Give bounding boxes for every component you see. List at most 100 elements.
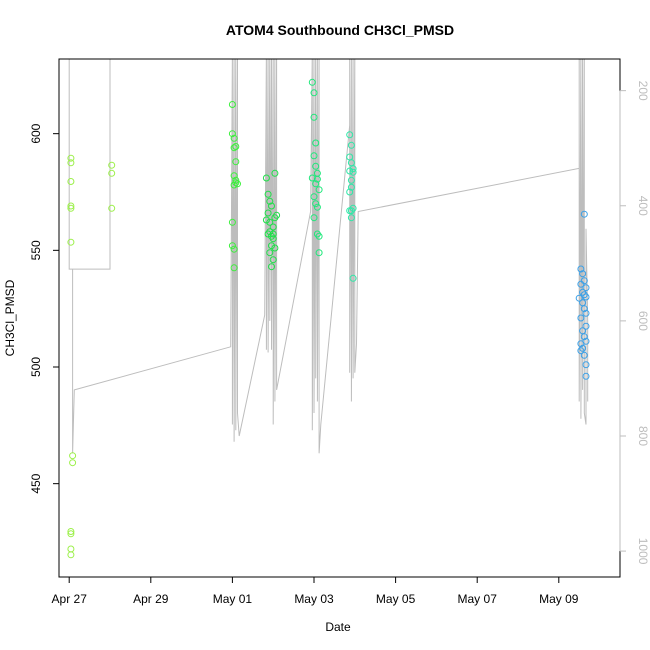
data-point [349, 168, 357, 176]
data-point [346, 167, 354, 175]
x-tick-label: May 07 [458, 592, 498, 606]
y2-tick-label: 600 [636, 311, 650, 331]
data-point [228, 130, 236, 138]
data-point [580, 210, 588, 218]
data-point [312, 180, 320, 188]
data-point [232, 176, 240, 184]
x-axis-label: Date [325, 620, 351, 634]
data-points-layer [67, 78, 590, 559]
data-point [268, 263, 275, 271]
data-point [347, 214, 355, 222]
data-point [582, 361, 590, 369]
y2-tick-label: 400 [636, 196, 650, 216]
data-point [67, 159, 75, 167]
data-point [230, 134, 238, 142]
data-point [575, 294, 583, 302]
data-point [269, 230, 277, 238]
data-point [67, 551, 75, 559]
data-point [582, 322, 590, 330]
data-point [264, 209, 272, 217]
data-point [347, 176, 355, 184]
secondary-line [68, 59, 589, 454]
y-tick-label: 550 [29, 240, 43, 260]
y2-tick-label: 1000 [636, 538, 650, 565]
data-point [69, 459, 77, 467]
data-point [582, 309, 590, 317]
data-point [271, 244, 279, 252]
data-point [346, 188, 354, 196]
data-point [315, 232, 323, 240]
data-point [308, 78, 316, 86]
data-point [67, 154, 75, 162]
data-point [230, 245, 238, 253]
data-point [577, 314, 585, 322]
data-point [228, 101, 236, 108]
y2-tick-label: 800 [636, 426, 650, 446]
data-point [232, 158, 240, 166]
data-point [310, 113, 318, 121]
data-point [580, 351, 588, 359]
data-point [308, 174, 316, 182]
data-point [266, 218, 274, 226]
y-tick-label: 500 [29, 357, 43, 377]
x-tick-label: May 05 [376, 592, 416, 606]
data-point [312, 162, 320, 170]
data-point [266, 197, 274, 205]
data-point [67, 238, 75, 246]
data-point [69, 452, 77, 460]
data-point [582, 293, 590, 301]
x-tick-label: Apr 27 [52, 592, 88, 606]
data-point [347, 183, 355, 191]
data-point [310, 214, 318, 222]
data-point [67, 178, 75, 185]
y-axis-label: CH3Cl_PMSD [3, 279, 17, 356]
data-point [582, 372, 590, 380]
data-point [108, 161, 116, 169]
x-tick-label: May 09 [539, 592, 579, 606]
x-tick-label: May 01 [213, 592, 253, 606]
data-point [312, 200, 320, 208]
data-point [346, 131, 354, 139]
data-point [577, 265, 585, 273]
data-point [268, 202, 275, 210]
x-tick-label: Apr 29 [133, 592, 169, 606]
data-point [67, 204, 75, 212]
secondary-series-layer [68, 59, 589, 454]
data-point [67, 528, 75, 535]
data-point [580, 305, 588, 313]
data-point [230, 172, 238, 180]
data-point [232, 143, 240, 150]
chart-title: ATOM4 Southbound CH3Cl_PMSD [226, 22, 454, 38]
data-point [269, 235, 277, 243]
data-point [271, 169, 279, 177]
data-point [313, 175, 321, 183]
data-point [108, 204, 116, 212]
data-point [577, 280, 585, 288]
y-tick-label: 600 [29, 123, 43, 143]
data-point [67, 545, 75, 553]
data-point [346, 207, 354, 215]
data-point [228, 242, 236, 250]
data-point [234, 180, 241, 188]
data-point [67, 530, 75, 538]
data-point [349, 274, 357, 282]
data-point [271, 214, 279, 222]
data-point [230, 181, 238, 189]
data-point [580, 333, 588, 341]
data-point [228, 218, 236, 226]
data-point [577, 347, 585, 355]
data-point [230, 144, 238, 152]
data-point [269, 223, 277, 231]
data-point [269, 256, 277, 264]
data-point [108, 169, 116, 177]
data-point [264, 190, 272, 198]
data-point [315, 249, 323, 257]
y-tick-label: 450 [29, 473, 43, 493]
data-point [347, 141, 355, 149]
data-point [313, 203, 321, 211]
data-point [577, 340, 585, 348]
data-point [315, 186, 323, 194]
data-point [262, 174, 270, 182]
data-point [310, 89, 318, 97]
